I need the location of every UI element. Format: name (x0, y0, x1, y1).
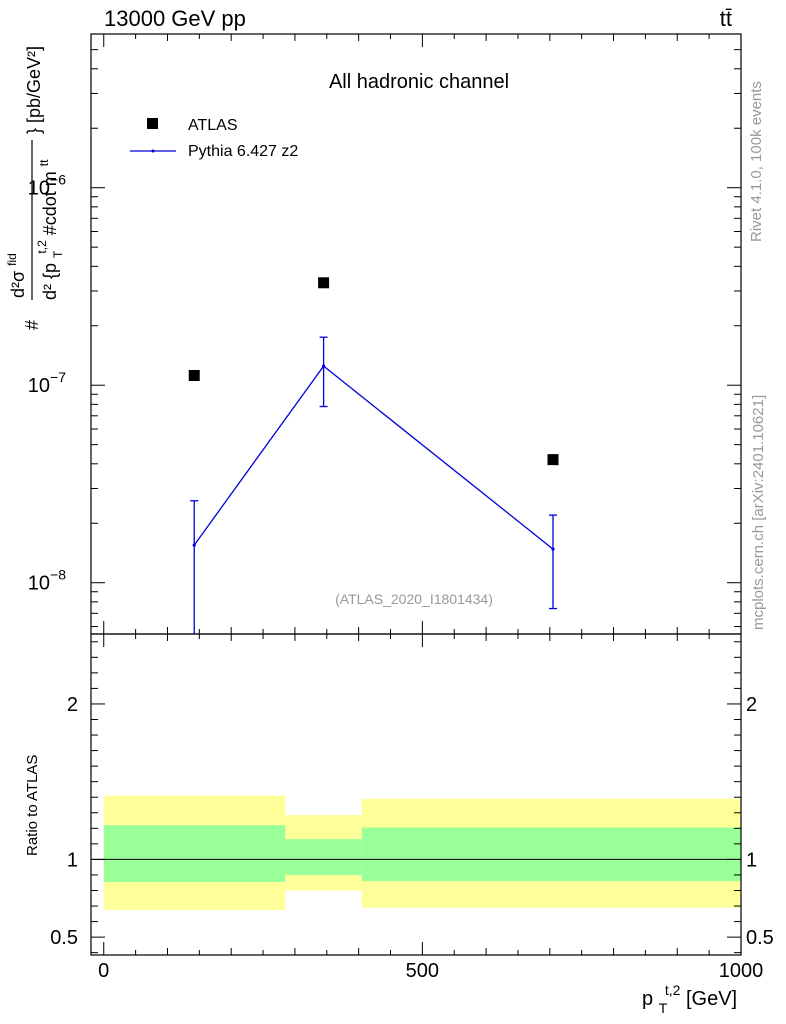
ylabel-units: } [pb/GeV²] (24, 46, 44, 134)
atlas-point (318, 277, 330, 289)
y-tick-label-main: 10−7 (28, 369, 66, 397)
ratio-y-axis-label: Ratio to ATLAS (24, 755, 41, 856)
xlabel-sup: t,2 (665, 982, 681, 998)
legend-pythia-label: Pythia 6.427 z2 (188, 143, 298, 160)
svg-text:} [pb/GeV²]: } [pb/GeV²] (24, 46, 44, 134)
svg-text:#: # (22, 320, 42, 330)
y-tick-label-main: 10−8 (28, 567, 66, 595)
chart-title: All hadronic channel (329, 71, 509, 93)
xlabel-units: [GeV] (686, 988, 737, 1010)
x-tick-label: 1000 (719, 960, 764, 982)
y-tick-label-ratio-left: 1 (67, 849, 78, 871)
ylabel-numerator-sup: fid (5, 253, 19, 266)
atlas-series (188, 277, 559, 466)
xlabel-sub: T (659, 1000, 668, 1016)
pythia-line (193, 365, 554, 550)
y-tick-label-ratio-right: 2 (746, 694, 757, 716)
legend-atlas-label: ATLAS (188, 117, 238, 134)
mcplots-label: mcplots.cern.ch [arXiv:2401.10621] (750, 395, 767, 630)
y-tick-label-ratio-right: 0.5 (746, 927, 774, 949)
svg-text:d² {p T t,2: d² {p T t,2 #cdot m tt (30, 159, 66, 300)
axis-tick-labels: 0 500 1000 10−8 10−7 10−6 0.5 0.5 1 1 2 2 (28, 172, 774, 982)
ylabel-prefix: # (22, 320, 42, 330)
green-band-1 (285, 839, 362, 875)
ylabel-denominator-sub: T (51, 250, 65, 258)
rivet-label: Rivet 4.1.0, 100k events (748, 81, 765, 242)
ylabel-denominator-tail-sup: tt (37, 159, 51, 166)
atlas-point (188, 369, 200, 381)
x-tick-label: 500 (406, 960, 439, 982)
legend-atlas-marker (147, 118, 158, 129)
y-tick-label-main: 10−6 (28, 172, 66, 200)
pythia-series (190, 336, 558, 634)
energy-label: 13000 GeV pp (104, 6, 246, 31)
xlabel-main: p (642, 988, 653, 1010)
axis-ticks (91, 33, 742, 955)
y-tick-label-ratio-right: 1 (746, 849, 757, 871)
ylabel-denominator-sup: t,2 (35, 240, 49, 254)
pythia-point (192, 543, 196, 547)
green-band-0 (103, 825, 286, 882)
ylabel-denominator: d² {p (40, 263, 60, 300)
atlas-point (547, 454, 559, 466)
pythia-point (321, 364, 326, 368)
analysis-annotation: (ATLAS_2020_I1801434) (335, 591, 493, 607)
x-axis-label: p T t,2 [GeV] (642, 978, 737, 1018)
legend-pythia-marker (151, 149, 155, 153)
green-band-2 (361, 827, 741, 882)
main-y-axis-label: # d²σ fid d² {p T t,2 #cdot m tt } [pb/G… (5, 46, 66, 330)
ratio-plot-frame (90, 633, 742, 956)
process-label: tt̄ (719, 6, 732, 31)
ylabel-denominator-tail: #cdot m (40, 171, 60, 235)
y-tick-label-ratio-left: 0.5 (50, 927, 78, 949)
x-tick-label: 0 (98, 960, 109, 982)
svg-text:d²σ fid: d²σ fid (5, 253, 28, 298)
ratio-bands (103, 795, 741, 910)
ylabel-numerator: d²σ (8, 271, 28, 298)
pythia-point (551, 547, 555, 551)
legend: ATLAS Pythia 6.427 z2 (130, 117, 298, 160)
y-tick-label-ratio-left: 2 (67, 694, 78, 716)
